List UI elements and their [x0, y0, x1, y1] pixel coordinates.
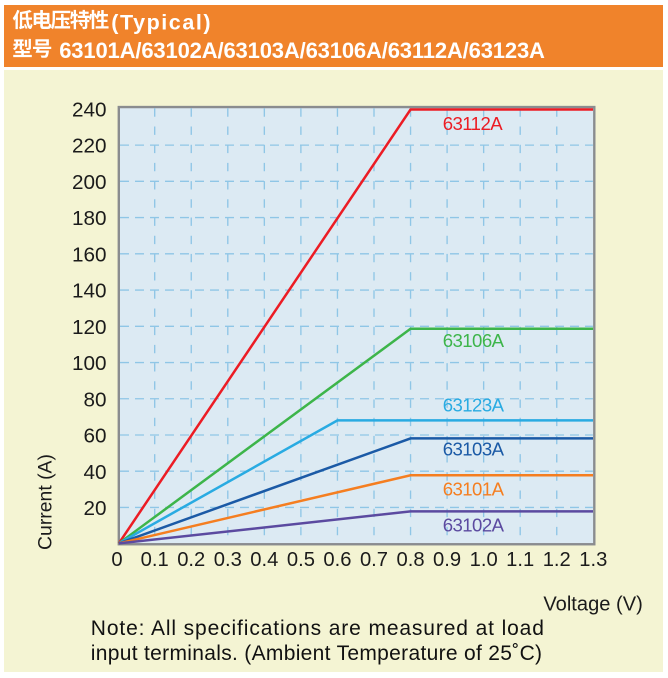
svg-text:140: 140 — [72, 280, 107, 303]
svg-text:0.8: 0.8 — [397, 549, 425, 571]
svg-text:0.9: 0.9 — [433, 549, 461, 571]
svg-text:0.7: 0.7 — [360, 549, 388, 571]
svg-text:0: 0 — [111, 549, 122, 571]
svg-text:1.2: 1.2 — [543, 549, 571, 571]
svg-text:120: 120 — [72, 316, 107, 339]
svg-text:63106A: 63106A — [443, 330, 505, 351]
svg-text:100: 100 — [72, 352, 107, 375]
svg-text:63112A: 63112A — [443, 113, 504, 134]
svg-text:(Typical): (Typical) — [111, 10, 212, 34]
svg-text:180: 180 — [72, 207, 107, 230]
svg-text:63103A: 63103A — [443, 439, 505, 460]
svg-text:160: 160 — [72, 243, 107, 266]
svg-text:0.6: 0.6 — [323, 549, 351, 571]
svg-text:1.3: 1.3 — [579, 549, 607, 571]
svg-text:220: 220 — [72, 135, 107, 158]
svg-text:40: 40 — [83, 461, 106, 484]
svg-text:0.3: 0.3 — [214, 549, 242, 571]
svg-text:Current (A): Current (A) — [35, 454, 57, 550]
svg-text:63101A: 63101A — [443, 479, 505, 500]
svg-text:240: 240 — [72, 98, 107, 121]
svg-text:Note: All specifications are m: Note: All specifications are measured at… — [91, 617, 545, 640]
svg-text:63101A/63102A/63103A/63106A/63: 63101A/63102A/63103A/63106A/63112A/63123… — [59, 38, 545, 63]
svg-text:60: 60 — [83, 425, 106, 448]
svg-text:0.2: 0.2 — [177, 549, 205, 571]
svg-text:1.1: 1.1 — [506, 549, 534, 571]
svg-text:0.5: 0.5 — [287, 549, 315, 571]
svg-text:20: 20 — [83, 497, 106, 520]
svg-text:200: 200 — [72, 171, 107, 194]
svg-text:80: 80 — [83, 388, 106, 411]
svg-text:0.1: 0.1 — [141, 549, 169, 571]
svg-text:0.4: 0.4 — [250, 549, 278, 571]
svg-text:63123A: 63123A — [443, 394, 505, 415]
svg-text:63102A: 63102A — [443, 514, 505, 535]
svg-text:input terminals. (Ambient Temp: input terminals. (Ambient Temperature of… — [91, 642, 543, 665]
svg-text:1.0: 1.0 — [470, 549, 498, 571]
svg-text:Voltage (V): Voltage (V) — [543, 594, 642, 616]
